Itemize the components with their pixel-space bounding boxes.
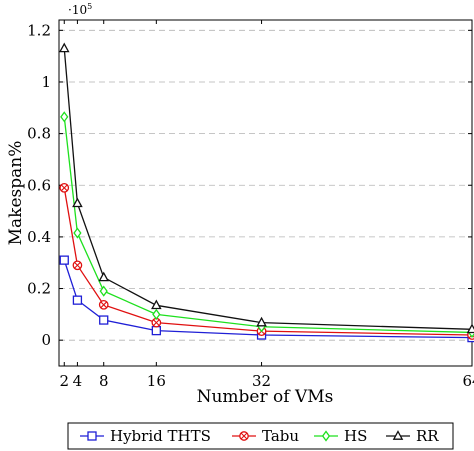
series-line [63,116,473,334]
marker-cross [60,184,68,192]
grid-lines [59,29,472,341]
data-point-diamond [99,285,108,297]
y-tick-label: 1.2 [27,21,51,39]
data-point-triangle [98,271,110,282]
y-tick-label: 0.6 [27,176,51,194]
x-tick-label: 32 [252,372,271,390]
marker-cross [152,319,160,327]
marker-cross [240,432,248,440]
data-point-circle-cross [239,431,249,441]
y-tick-label: 0.2 [27,280,51,298]
series-line [63,48,473,330]
legend-label: Tabu [262,427,299,445]
series-hybrid-thts [59,255,474,343]
data-point-square [87,431,97,441]
legend: Hybrid THTS Tabu HS RR [67,422,454,450]
x-axis: 248 16 32 64 [59,20,474,390]
data-point-triangle [392,430,404,440]
data-point-diamond [60,111,69,123]
data-point-diamond [321,430,331,442]
x-tick-label: 16 [147,372,166,390]
series-tabu [59,182,474,340]
legend-entry: Hybrid THTS [80,427,211,445]
data-point-circle-cross [59,182,70,193]
plot-frame [58,19,473,367]
legend-label: RR [416,427,439,445]
data-point-circle-cross [72,260,83,271]
data-point-square [72,295,83,305]
x-tick-label: 8 [99,372,109,390]
legend-label: Hybrid THTS [110,427,211,445]
x-tick-label: 64 [462,372,474,390]
series-rr [58,42,474,334]
data-point-triangle [151,299,162,310]
data-point-triangle [58,42,70,53]
axis-scale-label: ·105 [68,2,92,17]
data-point-diamond [73,227,82,239]
series-line [63,259,473,339]
data-point-diamond [152,308,161,320]
data-point-square [59,255,69,265]
data-point-square [151,325,161,336]
legend-entry: RR [386,427,439,445]
data-point-triangle [466,323,474,334]
legend-entry: HS [314,427,367,445]
series-group [58,42,474,343]
marker-cross [100,301,108,309]
y-tick-label: 1 [41,73,51,91]
y-tick-label: 0.4 [27,228,51,246]
y-tick-label: 0 [41,331,51,349]
data-point-triangle [256,316,267,327]
series-line [63,187,473,336]
legend-entry: Tabu [232,427,299,445]
x-axis-label: Number of VMs [197,387,334,407]
series-hs [60,111,474,339]
x-tick-label: 4 [73,372,83,390]
data-point-square [99,315,109,325]
x-tick-label: 2 [59,372,69,390]
data-point-circle-cross [98,299,109,310]
legend-label: HS [344,427,367,445]
marker-cross [74,261,81,269]
y-axis-label: Makespan% [6,141,26,246]
data-point-triangle [72,197,83,208]
y-tick-label: 0.8 [27,125,51,143]
